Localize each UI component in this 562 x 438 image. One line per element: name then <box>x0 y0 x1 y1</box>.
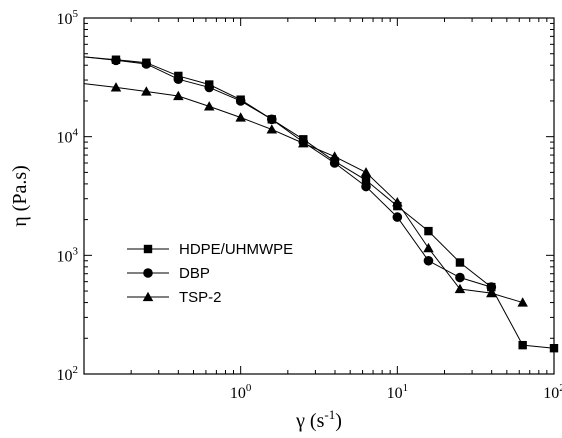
data-point-triangle <box>141 86 152 96</box>
plot-frame <box>83 17 555 375</box>
series-circle <box>83 55 497 292</box>
legend: HDPE/UHMWPE DBP TSP-2 <box>127 241 293 306</box>
legend-label: TSP-2 <box>179 289 222 306</box>
y-axis-ticks: 102 103 104 105 <box>57 8 554 384</box>
x-tick-label: 101 <box>387 382 409 402</box>
legend-label: HDPE/UHMWPE <box>179 241 293 258</box>
x-axis-ticks: 100 101 102 <box>83 18 562 402</box>
data-point-triangle <box>266 124 278 134</box>
data-point-circle <box>392 212 403 222</box>
data-point-triangle <box>486 287 497 298</box>
legend-marker <box>143 244 153 254</box>
x-tick-label: 100 <box>230 382 252 402</box>
data-point-square <box>361 175 371 185</box>
series-triangle <box>83 82 528 307</box>
x-tick-label: 102 <box>543 382 562 402</box>
data-point-circle <box>235 96 246 106</box>
data-point-triangle <box>173 90 184 101</box>
data-point-circle <box>423 255 434 266</box>
data-point-triangle <box>203 101 215 111</box>
y-tick-label: 102 <box>57 364 79 384</box>
series-line <box>83 56 492 288</box>
data-point-triangle <box>423 242 434 253</box>
data-point-circle <box>141 59 152 69</box>
series-line <box>83 56 555 349</box>
legend-marker <box>143 268 153 278</box>
legend-item: HDPE/UHMWPE <box>127 241 293 258</box>
data-point-triangle <box>454 283 466 294</box>
data-point-circle <box>266 114 277 125</box>
data-point-square <box>424 226 433 236</box>
data-point-square <box>455 258 465 267</box>
data-point-circle <box>486 282 497 292</box>
data-point-triangle <box>392 197 403 207</box>
data-point-triangle <box>298 138 309 148</box>
y-tick-label: 104 <box>57 127 79 147</box>
data-point-triangle <box>110 82 122 92</box>
data-point-circle <box>111 55 121 66</box>
y-tick-label: 105 <box>57 8 79 28</box>
data-point-triangle <box>329 151 340 161</box>
data-point-square <box>518 340 527 350</box>
legend-label: DBP <box>179 265 210 282</box>
data-point-circle <box>173 74 184 84</box>
legend-item: DBP <box>127 265 210 282</box>
legend-marker <box>142 291 154 302</box>
data-point-triangle <box>360 167 372 177</box>
data-point-circle <box>455 272 465 283</box>
data-point-circle <box>204 82 215 93</box>
x-axis-label: γ (s-1) <box>295 407 342 432</box>
series-layer <box>83 55 559 353</box>
series-square <box>83 55 559 353</box>
data-point-circle <box>361 181 371 192</box>
y-axis-label: η (Pa.s) <box>9 165 31 227</box>
legend-item: TSP-2 <box>127 289 222 306</box>
data-point-triangle <box>235 112 246 122</box>
y-tick-label: 103 <box>57 245 79 265</box>
data-point-square <box>549 343 559 353</box>
data-point-triangle <box>517 297 528 307</box>
